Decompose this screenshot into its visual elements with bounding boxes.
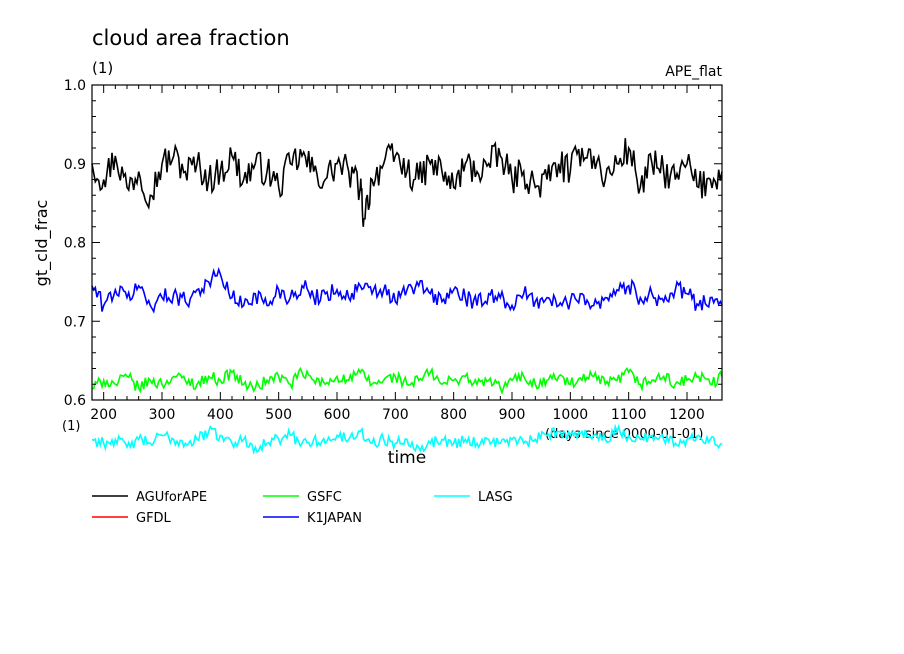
y-tick-label: 0.8 (64, 236, 86, 252)
x-tick-label: 200 (90, 407, 117, 423)
legend-label-gfdl: GFDL (136, 511, 172, 526)
x-tick-label: 800 (440, 407, 467, 423)
plot-frame (91, 84, 723, 401)
y-axis-label: gt_cld_frac (32, 200, 52, 287)
x-tick-label: 600 (324, 407, 351, 423)
legend-label-aguforape: AGUforAPE (136, 490, 207, 505)
series-line-lasg (91, 423, 723, 455)
series-line-k1japan (91, 266, 723, 314)
y-tick-label: 0.9 (64, 157, 86, 173)
y-tick-label: 0.7 (64, 314, 86, 330)
chart-title: cloud area fraction (92, 26, 290, 50)
legend: AGUforAPE GFDL GSFC K1JAPAN LASG (92, 490, 513, 526)
legend-label-lasg: LASG (478, 490, 513, 505)
series-layer (91, 138, 723, 455)
x-tick-label: 500 (265, 407, 292, 423)
x-tick-label: 300 (149, 407, 176, 423)
y-tick-label: 0.6 (64, 393, 86, 409)
lower-unit-label: (1) (62, 419, 80, 434)
series-line-aguforape (91, 138, 723, 227)
x-tick-label: 1100 (611, 407, 647, 423)
series-line-gsfc (91, 366, 723, 395)
x-tick-label: 900 (499, 407, 526, 423)
chart-subtitle-unit: (1) (92, 59, 113, 77)
x-tick-label: 400 (207, 407, 234, 423)
axes-layer: 200 300 400 500 600 700 800 900 1000 1100 1200 0.6 0… (64, 78, 723, 423)
x-axis-label: time (388, 448, 426, 468)
legend-label-k1japan: K1JAPAN (307, 511, 362, 526)
legend-label-gsfc: GSFC (307, 490, 342, 505)
x-tick-label: 1000 (553, 407, 589, 423)
experiment-label: APE_flat (665, 64, 722, 80)
y-tick-label: 1.0 (64, 78, 86, 94)
x-tick-label: 700 (382, 407, 409, 423)
x-tick-label: 1200 (669, 407, 705, 423)
